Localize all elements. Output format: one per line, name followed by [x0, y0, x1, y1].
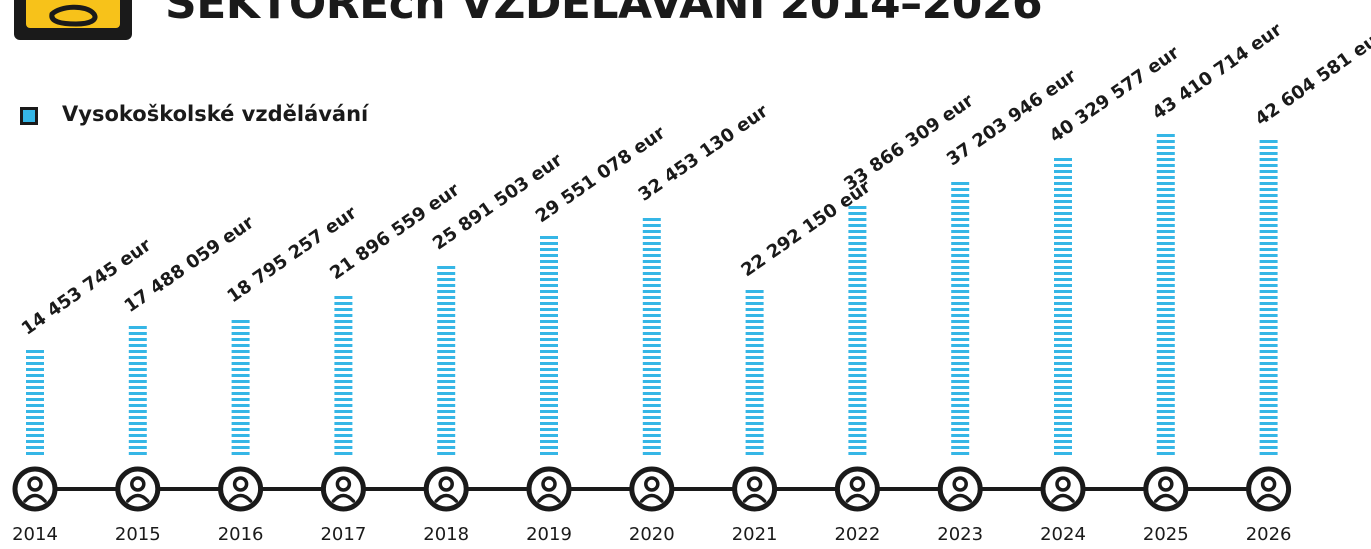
- bar-2026: [1259, 140, 1278, 455]
- bar-2014: [26, 350, 44, 455]
- person-icon: [526, 466, 572, 512]
- year-label-2024: 2024: [1040, 524, 1086, 545]
- bar-2021: [745, 290, 764, 455]
- page-title: SEKTOREch VZDĚLÁVÁNÍ 2014–2026: [165, 0, 1043, 29]
- person-icon: [629, 466, 675, 512]
- bar-2025: [1156, 134, 1175, 455]
- bar-2018: [437, 266, 456, 455]
- year-label-2022: 2022: [834, 524, 880, 545]
- bar-2016: [231, 320, 250, 455]
- person-icon: [218, 466, 264, 512]
- year-label-2023: 2023: [937, 524, 983, 545]
- year-label-2019: 2019: [526, 524, 572, 545]
- person-icon: [1143, 466, 1189, 512]
- person-icon: [1040, 466, 1086, 512]
- person-icon: [732, 466, 778, 512]
- logo-mark: [26, 0, 120, 28]
- value-label-2024: 40 329 577 eur: [1046, 42, 1183, 147]
- value-label-2014: 14 453 745 eur: [18, 235, 155, 340]
- year-label-2025: 2025: [1143, 524, 1189, 545]
- person-icon: [1246, 466, 1292, 512]
- year-label-2015: 2015: [115, 524, 161, 545]
- bar-2024: [1054, 158, 1072, 455]
- bar-2022: [848, 206, 867, 455]
- year-label-2020: 2020: [629, 524, 675, 545]
- bar-2017: [334, 296, 353, 455]
- bar-2015: [128, 326, 147, 455]
- bar-2019: [540, 236, 558, 455]
- legend-label: Vysokoškolské vzdělávání: [62, 102, 369, 126]
- person-icon: [834, 466, 880, 512]
- logo: [14, 0, 132, 40]
- year-label-2018: 2018: [423, 524, 469, 545]
- year-label-2026: 2026: [1246, 524, 1292, 545]
- bar-2023: [951, 182, 970, 455]
- person-icon: [320, 466, 366, 512]
- year-label-2017: 2017: [320, 524, 366, 545]
- value-label-2023: 37 203 946 eur: [943, 65, 1080, 170]
- person-icon: [937, 466, 983, 512]
- year-label-2014: 2014: [12, 524, 58, 545]
- person-icon: [115, 466, 161, 512]
- year-label-2021: 2021: [732, 524, 778, 545]
- legend-swatch: [20, 107, 38, 125]
- year-label-2016: 2016: [218, 524, 264, 545]
- bar-2020: [642, 218, 661, 455]
- value-label-2020: 32 453 130 eur: [635, 101, 772, 206]
- person-icon: [12, 466, 58, 512]
- person-icon: [423, 466, 469, 512]
